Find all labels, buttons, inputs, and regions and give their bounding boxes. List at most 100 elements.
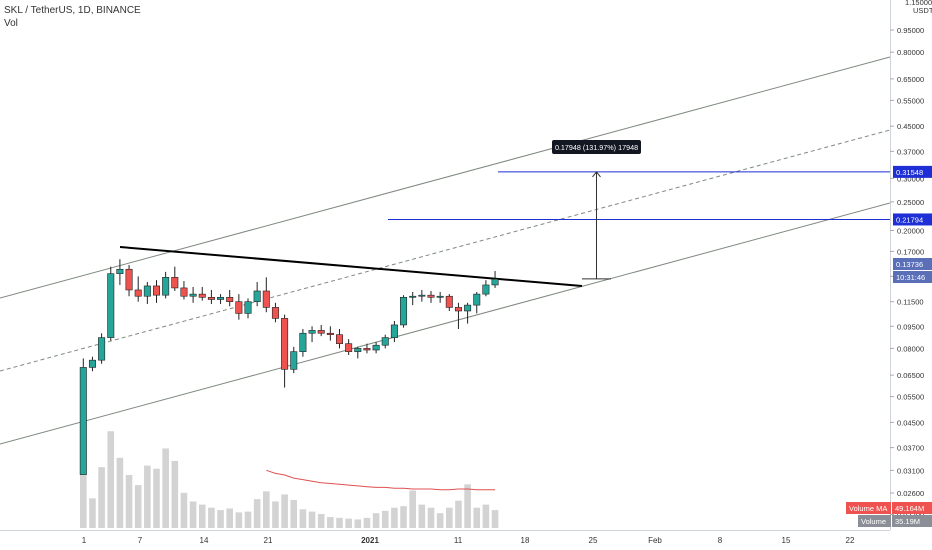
- candle-body: [418, 294, 426, 297]
- volume-bar: [327, 517, 334, 528]
- symbol-title: SKL / TetherUS, 1D, BINANCE: [4, 5, 141, 16]
- price-tick-label: 0.05500: [897, 393, 924, 402]
- candle-body: [409, 295, 417, 298]
- level-badge-upper-bg: [893, 165, 932, 178]
- price-tick-label: 0.37000: [897, 147, 924, 156]
- volume-bar: [400, 506, 407, 528]
- volume-ma-badge-value-bg: [892, 502, 932, 514]
- candle-body: [171, 277, 179, 289]
- volume-ma-badge-value: 49.164M: [895, 504, 924, 513]
- candle-body: [281, 318, 289, 370]
- candle-body: [143, 285, 151, 297]
- countdown-badge-bg: [893, 271, 932, 283]
- volume-bar: [180, 492, 188, 528]
- volume-bar: [491, 510, 499, 528]
- candle-body: [427, 294, 435, 298]
- candle-body: [79, 367, 87, 475]
- volume-badge-label: Volume: [861, 517, 886, 526]
- volume-bar: [153, 468, 160, 528]
- descending-trendline: [119, 246, 583, 287]
- price-tick-label: 0.25000: [897, 198, 924, 207]
- candle-body: [198, 293, 206, 298]
- level-badge-upper-text: 0.31548: [896, 168, 923, 177]
- candle-body: [271, 307, 279, 319]
- candle-body: [226, 297, 234, 303]
- volume-bar: [446, 507, 453, 528]
- price-tick-label: 0.03700: [897, 444, 924, 453]
- volume-bar: [427, 507, 435, 528]
- candle-body: [98, 337, 106, 361]
- candle-body: [335, 334, 343, 344]
- candle-body: [317, 330, 325, 334]
- symbol-legend: SKL / TetherUS, 1D, BINANCE: [4, 4, 141, 18]
- price-tick-label: 0.30000: [897, 174, 924, 183]
- volume-bar: [436, 513, 444, 528]
- volume-bar: [98, 467, 105, 528]
- volume-bar: [281, 494, 288, 528]
- candle-body: [153, 285, 161, 296]
- time-tick-label: 1: [82, 536, 87, 545]
- volume-bar: [208, 507, 215, 528]
- level-badge-lower-text: 0.21794: [896, 215, 923, 224]
- candle-body: [400, 297, 408, 326]
- price-tick-label: 0.06500: [897, 371, 924, 380]
- volume-ma-badge-label: Volume MA: [849, 504, 887, 513]
- volume-bar: [317, 513, 325, 528]
- time-tick-label: 8: [718, 536, 723, 545]
- candle-body: [445, 295, 453, 308]
- candle-body: [180, 287, 188, 297]
- volume-bar: [345, 518, 352, 528]
- volume-bar: [482, 504, 490, 528]
- channel-median-line: [0, 129, 891, 372]
- price-tick-label: 0.11500: [897, 298, 924, 307]
- countdown-badge: 10:31:46: [893, 271, 932, 283]
- time-tick-label: 25: [589, 536, 598, 545]
- time-tick-label: 21: [264, 536, 273, 545]
- volume-ma-badge-label-bg: [846, 502, 891, 514]
- volume-bar: [418, 504, 426, 528]
- time-tick-label: 11: [454, 536, 463, 545]
- time-tick-label: 14: [200, 536, 209, 545]
- volume-bar: [253, 499, 261, 528]
- volume-bar: [372, 513, 380, 528]
- price-tick-label: 0.80000: [897, 48, 924, 57]
- volume-bar: [244, 511, 252, 528]
- time-tick-label: 7: [138, 536, 143, 545]
- candle-body: [363, 348, 371, 351]
- measure-label-box: 0.17948 (131.97%) 17948: [552, 140, 641, 154]
- candle-body: [290, 351, 298, 370]
- volume-bar: [162, 448, 169, 528]
- price-axis-currency: USDT: [913, 6, 932, 15]
- volume-bar: [226, 508, 233, 528]
- volume-bar: [290, 499, 298, 528]
- volume-bar: [299, 509, 307, 528]
- candle-body: [390, 324, 398, 338]
- time-tick-label: 18: [521, 536, 530, 545]
- volume-ma-badge: Volume MA 49.164M: [846, 502, 932, 514]
- candle-body: [244, 301, 252, 314]
- measure-label-text: 0.17948 (131.97%) 17948: [555, 143, 638, 152]
- price-tick-label: 0.17000: [897, 247, 924, 256]
- volume-bar: [116, 457, 124, 528]
- volume-badge-value: 35.19M: [895, 517, 920, 526]
- last-price-badge-bg: [893, 258, 932, 270]
- volume-bar: [455, 500, 462, 528]
- candle-body: [253, 290, 261, 303]
- price-tick-label: 1.15000: [905, 0, 932, 7]
- volume-bar: [354, 519, 362, 528]
- candle-body: [381, 337, 389, 346]
- volume-bar: [107, 431, 115, 528]
- candle-body: [262, 290, 270, 308]
- price-tick-label: 0.45000: [897, 122, 924, 131]
- time-tick-label: 15: [782, 536, 791, 545]
- candle-body: [326, 332, 334, 335]
- volume-bar: [263, 491, 270, 528]
- volume-bar: [381, 510, 389, 528]
- volume-badge: Volume 35.19M: [858, 515, 932, 527]
- measure-arrowhead: [592, 171, 601, 178]
- countdown-badge-text: 10:31:46: [896, 273, 925, 282]
- candle-body: [116, 268, 124, 274]
- candle-body: [134, 289, 142, 297]
